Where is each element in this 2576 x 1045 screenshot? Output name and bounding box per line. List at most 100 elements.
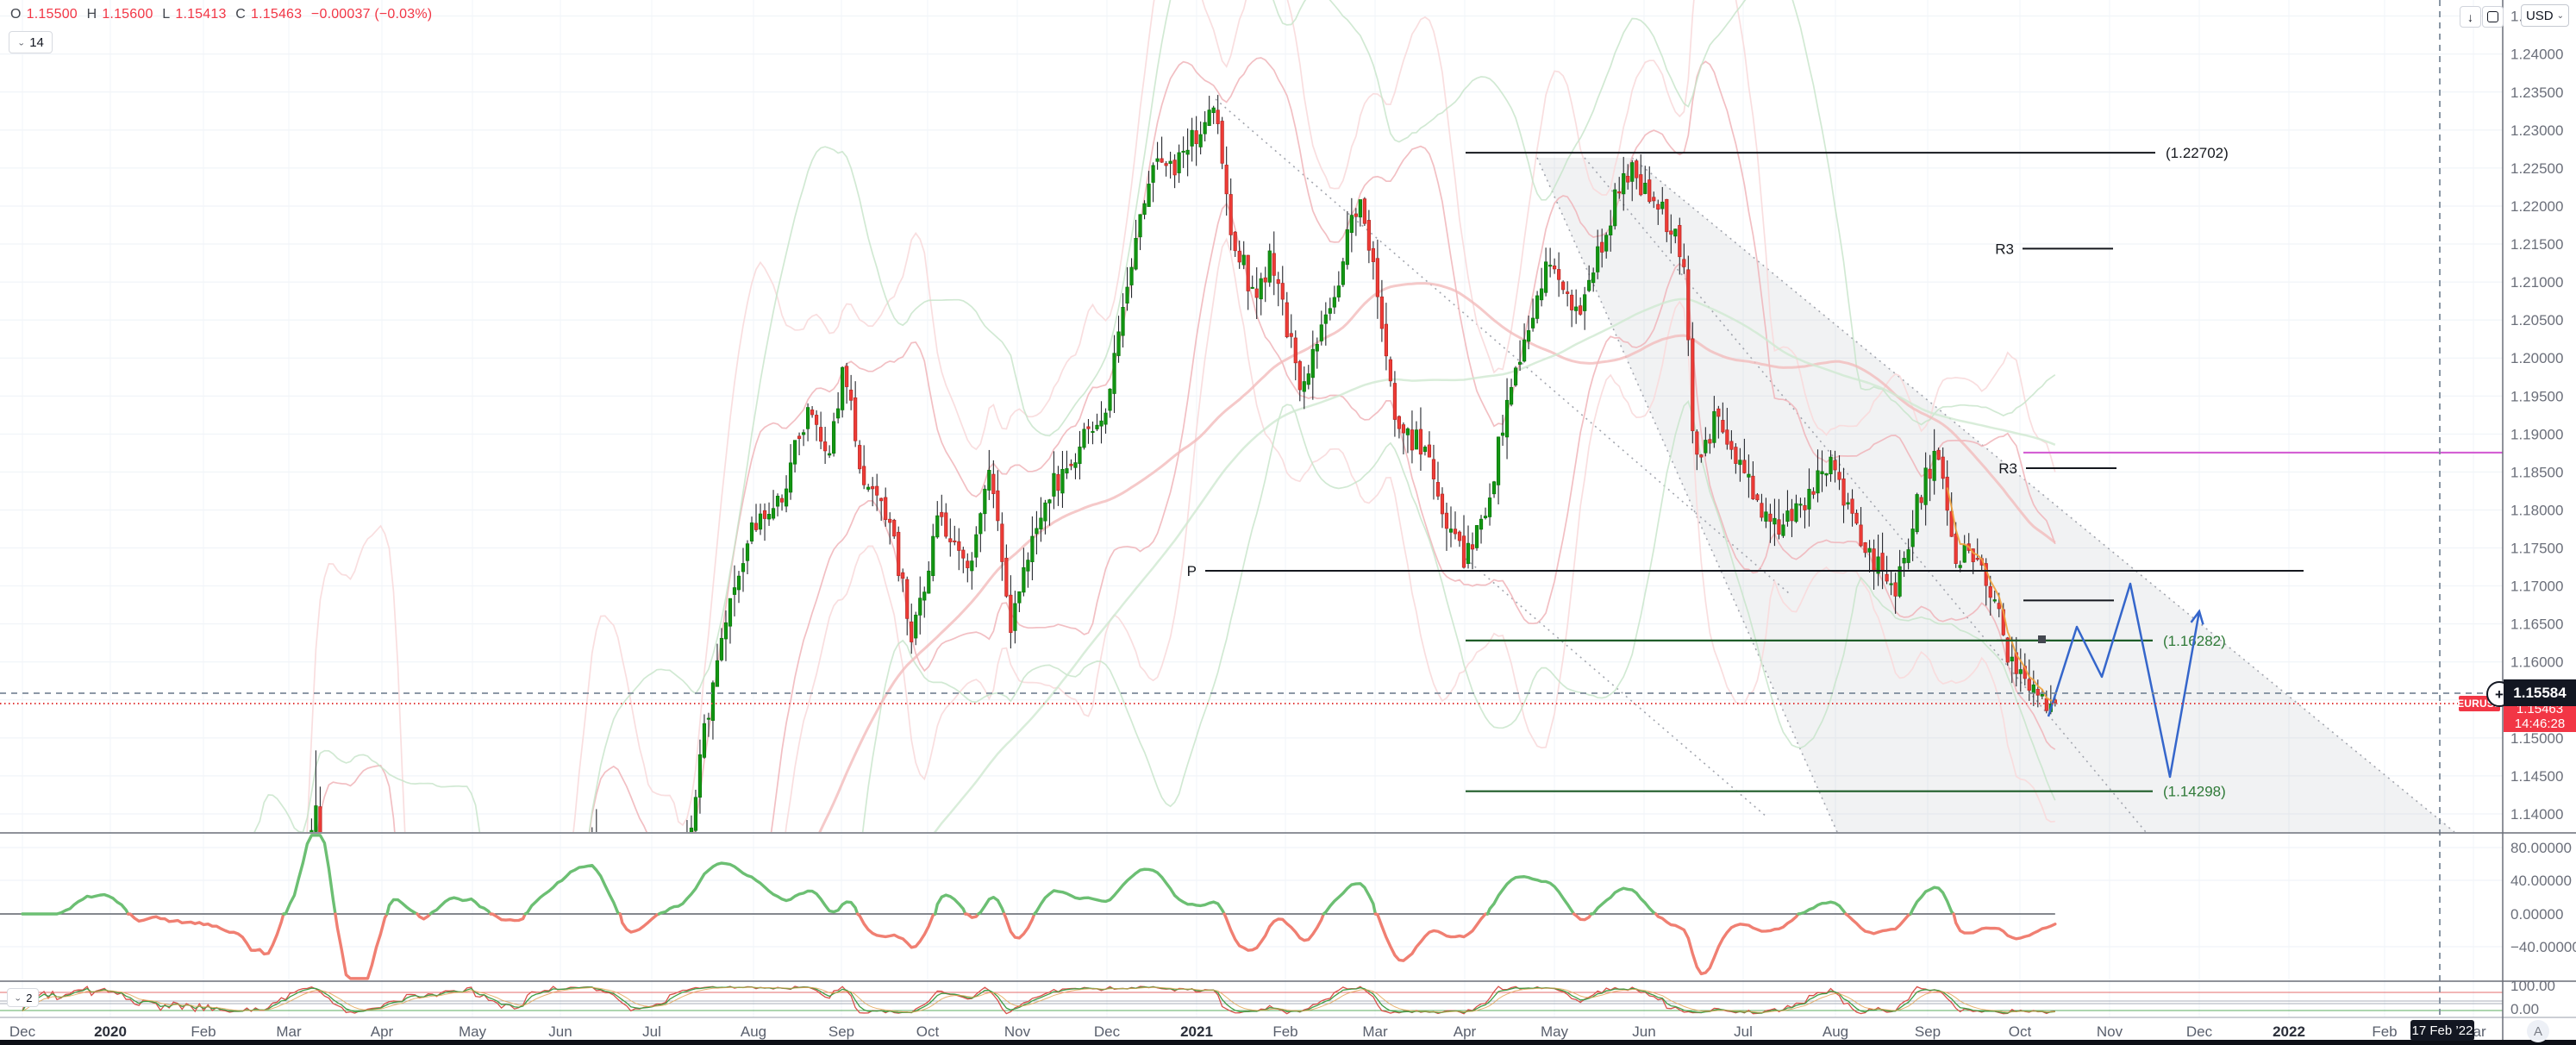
band-upper-line [316, 57, 2056, 832]
candle-body [1453, 529, 1458, 535]
candle-body [1509, 386, 1514, 405]
oscillator-line [855, 912, 937, 949]
time-tick-label: Oct [2009, 1023, 2032, 1040]
candle-body [1496, 436, 1501, 485]
candle-body [1142, 203, 1147, 216]
candle-body [1747, 473, 1751, 478]
chevron-down-icon: ⌄ [14, 993, 22, 1003]
bar-countdown: 14:46:28 [2514, 716, 2566, 731]
candle-body [823, 441, 828, 452]
candle-body [1583, 294, 1587, 311]
candle-body [1358, 199, 1362, 218]
auto-scale-button[interactable]: A [2527, 1020, 2549, 1042]
candle-body [306, 891, 309, 993]
band-lower-line [861, 399, 2056, 832]
candle-body [1561, 281, 1566, 291]
candle-body [888, 518, 892, 523]
candle-body [1686, 269, 1691, 341]
candle-body [1915, 494, 1919, 533]
candle-body [853, 397, 858, 441]
price-tick-label: 1.22500 [2510, 160, 2563, 177]
candle-body [1013, 603, 1017, 631]
ma-line [933, 297, 2056, 832]
candle-body [1254, 288, 1259, 298]
band-lower-line [770, 202, 2056, 832]
candle-body [966, 560, 970, 568]
candle-body [858, 445, 862, 470]
candle-body [1431, 459, 1436, 479]
line-label: P [1187, 563, 1197, 579]
stoch-line [22, 986, 2055, 1013]
candle-body [940, 511, 944, 517]
candle-body [732, 587, 737, 595]
oscillator-line [489, 912, 527, 923]
candle-body [116, 959, 118, 974]
candle-body [2018, 669, 2023, 674]
candle-body [1816, 470, 1820, 494]
time-tick-label: Dec [9, 1023, 36, 1040]
time-tick-label: Aug [1823, 1023, 1848, 1040]
candle-body [77, 1010, 79, 1013]
candle-body [689, 827, 694, 832]
candle-body [1194, 130, 1198, 145]
candle-body [1220, 121, 1224, 164]
candle-body [1798, 504, 1803, 506]
candle-body [910, 621, 914, 642]
low-value: 1.15413 [175, 7, 227, 22]
candle-body [1371, 247, 1375, 262]
candle-body [1652, 197, 1656, 202]
candle-body [2010, 656, 2014, 662]
crosshair-time-label: 17 Feb ’22 [2410, 1020, 2474, 1041]
price-tick-label: 1.19500 [2510, 388, 2563, 404]
candle-body [1587, 279, 1591, 291]
candle-body [1366, 220, 1371, 251]
candle-body [1725, 429, 1729, 445]
channel-fill [1537, 158, 2454, 832]
line-label: R3 [1998, 460, 2017, 477]
price-tick-label: 1.14500 [2510, 768, 2563, 785]
candle-body [1837, 472, 1841, 480]
currency-unit-dropdown[interactable]: USD ⌄ [2521, 4, 2569, 27]
candle-body [815, 415, 819, 425]
candle-body [944, 512, 948, 537]
candle-body [1630, 162, 1635, 182]
main-legend-collapse-button[interactable]: ⌄ 14 [9, 31, 53, 53]
candle-body [1151, 165, 1155, 183]
pane2-legend-collapse-button[interactable]: ⌄ 2 [7, 988, 40, 1007]
oscillator-line [1952, 912, 2057, 941]
oscillator-line [334, 912, 389, 980]
band-lower-line [785, 237, 2055, 832]
candle-body [1997, 603, 2001, 610]
candle-body [914, 614, 918, 639]
candle-body [1971, 548, 1975, 562]
candle-body [905, 579, 910, 619]
candle-body [983, 488, 987, 515]
candle-body [655, 917, 658, 923]
time-tick-label: Sep [1915, 1023, 1941, 1040]
candle-body [625, 941, 628, 942]
candle-body [1544, 261, 1548, 293]
candle-body [1863, 542, 1867, 554]
candle-body [1461, 535, 1466, 568]
candle-body [314, 805, 318, 832]
time-tick-label: Jun [548, 1023, 572, 1040]
time-tick-label: Feb [2372, 1023, 2397, 1040]
time-tick-label: Dec [1094, 1023, 1121, 1040]
candle-body [1854, 512, 1859, 524]
candle-body [1216, 110, 1220, 124]
candle-body [578, 901, 580, 942]
candle-body [901, 572, 905, 579]
time-tick-label: Nov [2097, 1023, 2123, 1040]
candle-body [728, 598, 733, 627]
maximize-pane-button[interactable] [2482, 6, 2504, 28]
candle-body [762, 510, 767, 519]
scroll-to-recent-button[interactable]: ↓ [2460, 6, 2481, 28]
candle-body [1504, 399, 1510, 438]
price-axis-panel[interactable] [2504, 0, 2576, 1045]
oscillator-line [126, 912, 285, 956]
candle-body [1811, 491, 1816, 495]
candle-body [1566, 291, 1570, 294]
indicator-bands [253, 0, 2056, 832]
